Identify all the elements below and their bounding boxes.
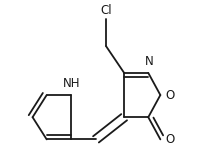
Text: O: O bbox=[165, 133, 175, 146]
Text: NH: NH bbox=[63, 77, 81, 90]
Text: N: N bbox=[145, 55, 154, 68]
Text: O: O bbox=[165, 89, 175, 102]
Text: Cl: Cl bbox=[100, 4, 112, 17]
